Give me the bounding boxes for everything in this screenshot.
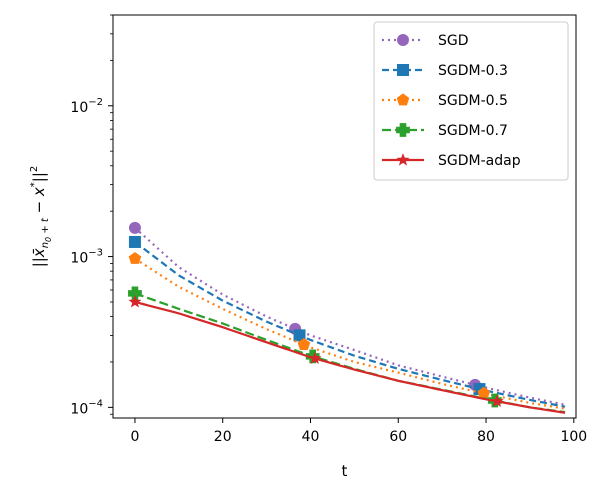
data-point xyxy=(293,329,306,342)
legend-marker xyxy=(396,153,410,166)
data-point xyxy=(128,286,142,301)
y-tick-label: 10−4 xyxy=(70,398,103,417)
data-point xyxy=(477,386,491,399)
legend-marker xyxy=(397,64,409,76)
x-tick-label: 0 xyxy=(130,429,139,445)
y-tick-label: 10−2 xyxy=(70,97,103,116)
x-tick-label: 60 xyxy=(389,429,407,445)
data-point xyxy=(128,221,141,234)
legend-label: SGDM-adap xyxy=(438,153,521,169)
legend-entry: SGDM-adap xyxy=(382,153,521,169)
data-point xyxy=(297,338,311,350)
data-point xyxy=(308,351,322,365)
plot-frame xyxy=(112,14,577,419)
data-point xyxy=(128,235,141,248)
series-sgdm-0-3 xyxy=(128,235,566,408)
y-axis: 10−4 10−3 10−2 xyxy=(70,14,113,417)
legend-entry: SGDM-0.7 xyxy=(382,123,508,139)
legend-frame xyxy=(373,21,569,181)
series-sgdm-0-5 xyxy=(128,251,566,410)
legend-entry: SGD xyxy=(382,33,469,49)
x-tick-label: 20 xyxy=(214,429,232,445)
y-axis-label: ||x̄n0 + t − x*||2 xyxy=(29,166,53,268)
series-line xyxy=(134,300,566,414)
data-point xyxy=(490,394,504,407)
series-line xyxy=(134,241,566,408)
legend-marker xyxy=(396,93,410,106)
data-point xyxy=(128,251,142,264)
series-layer xyxy=(128,221,566,414)
x-tick-label: 40 xyxy=(302,429,320,445)
legend-label: SGDM-0.5 xyxy=(438,93,508,109)
legend-entry: SGDM-0.3 xyxy=(382,63,508,79)
series-line xyxy=(134,227,566,406)
data-point xyxy=(128,295,142,308)
legend-label: SGDM-0.3 xyxy=(438,63,508,79)
legend-marker xyxy=(396,123,410,137)
series-sgdm-adap xyxy=(128,295,566,414)
y-axis-label-text: ||x̄n0 + t − x*||2 xyxy=(29,166,53,268)
x-axis-label: t xyxy=(342,462,348,480)
legend-entry: SGDM-0.5 xyxy=(382,93,508,109)
series-line xyxy=(134,257,566,410)
series-sgd xyxy=(128,221,566,406)
x-tick-label: 100 xyxy=(560,429,587,445)
legend: SGD SGDM-0.3 SGDM-0.5 SGDM-0.7 SGDM-adap xyxy=(373,21,569,181)
legend-label: SGDM-0.7 xyxy=(438,123,508,139)
legend-marker xyxy=(397,34,409,46)
y-tick-label: 10−3 xyxy=(70,248,103,267)
x-axis: 0 20 40 60 80 100 xyxy=(130,418,587,445)
legend-label: SGD xyxy=(438,33,469,49)
x-tick-label: 80 xyxy=(477,429,495,445)
